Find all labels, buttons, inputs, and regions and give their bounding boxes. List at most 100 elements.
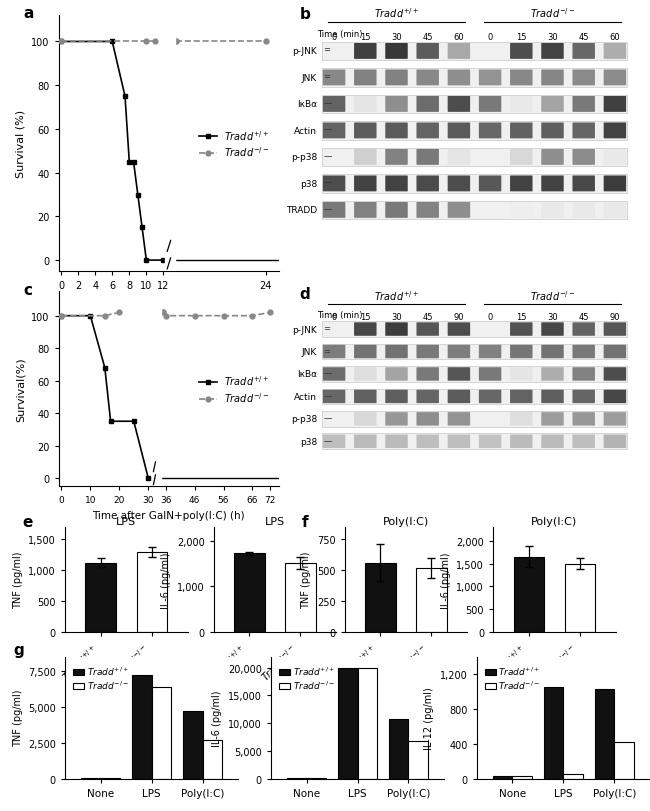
FancyBboxPatch shape [448,413,470,426]
FancyBboxPatch shape [573,435,595,448]
Bar [512,776,532,779]
FancyBboxPatch shape [541,123,564,139]
Bar [493,776,512,779]
FancyBboxPatch shape [417,123,439,139]
Text: p38: p38 [300,437,317,446]
FancyBboxPatch shape [385,44,408,60]
Bar [151,687,171,779]
FancyBboxPatch shape [510,413,532,426]
$Tradd^{-/-}$ [151,37,159,47]
Text: Actin: Actin [294,393,317,401]
Line: $Tradd^{+/+}$: $Tradd^{+/+}$ [59,314,151,481]
Bar [595,689,614,779]
FancyBboxPatch shape [573,390,595,404]
FancyBboxPatch shape [510,150,532,165]
FancyBboxPatch shape [354,435,376,448]
Bar [322,148,627,167]
Bar [203,740,222,779]
Text: 15: 15 [360,32,370,42]
FancyBboxPatch shape [385,413,408,426]
$Tradd^{+/+}$ [144,474,152,483]
FancyBboxPatch shape [354,390,376,404]
FancyBboxPatch shape [448,345,470,358]
FancyBboxPatch shape [448,390,470,404]
Text: 45: 45 [578,313,589,322]
FancyBboxPatch shape [510,123,532,139]
FancyBboxPatch shape [541,323,564,337]
FancyBboxPatch shape [604,435,626,448]
FancyBboxPatch shape [354,203,376,219]
$Tradd^{+/+}$ [125,157,133,167]
FancyBboxPatch shape [604,390,626,404]
FancyBboxPatch shape [479,97,501,113]
Text: 60: 60 [610,32,620,42]
$Tradd^{+/+}$ [130,417,138,427]
Text: —: — [323,99,332,108]
FancyBboxPatch shape [510,44,532,60]
FancyBboxPatch shape [510,435,532,448]
FancyBboxPatch shape [448,71,470,86]
FancyBboxPatch shape [354,345,376,358]
FancyBboxPatch shape [417,150,439,165]
$Tradd^{+/+}$ [101,363,109,373]
Text: $Tradd^{+/+}$: $Tradd^{+/+}$ [374,289,419,303]
FancyBboxPatch shape [604,97,626,113]
FancyBboxPatch shape [573,367,595,381]
FancyBboxPatch shape [573,413,595,426]
Bar [183,711,203,779]
FancyBboxPatch shape [541,390,564,404]
Text: —: — [323,391,332,401]
Y-axis label: Survival(%): Survival(%) [16,357,25,422]
Text: 90: 90 [610,313,620,322]
$Tradd^{-/-}$ [101,311,109,321]
FancyBboxPatch shape [541,44,564,60]
Legend: $Tradd^{+/+}$, $Tradd^{-/-}$: $Tradd^{+/+}$, $Tradd^{-/-}$ [276,662,338,695]
FancyBboxPatch shape [604,176,626,192]
Line: $Tradd^{-/-}$: $Tradd^{-/-}$ [58,40,157,45]
FancyBboxPatch shape [510,71,532,86]
Text: Actin: Actin [294,127,317,135]
Text: —: — [323,178,332,187]
Text: Time (min): Time (min) [317,30,363,39]
Bar [322,322,627,337]
Bar [358,668,377,779]
Bar [322,122,627,140]
FancyBboxPatch shape [541,150,564,165]
Text: p-JNK: p-JNK [292,47,317,56]
FancyBboxPatch shape [385,345,408,358]
FancyBboxPatch shape [573,150,595,165]
FancyBboxPatch shape [448,203,470,219]
Y-axis label: IL-6 (pg/ml): IL-6 (pg/ml) [161,551,171,608]
FancyBboxPatch shape [354,413,376,426]
FancyBboxPatch shape [510,323,532,337]
FancyBboxPatch shape [354,44,376,60]
Text: b: b [300,7,311,22]
Text: —: — [323,205,332,214]
FancyBboxPatch shape [323,203,345,219]
Line: $Tradd^{-/-}$: $Tradd^{-/-}$ [59,311,122,319]
FancyBboxPatch shape [417,71,439,86]
FancyBboxPatch shape [541,176,564,192]
Bar [564,775,582,779]
FancyBboxPatch shape [385,71,408,86]
Text: 45: 45 [422,32,433,42]
Bar [285,563,316,633]
FancyBboxPatch shape [448,176,470,192]
Bar [234,554,265,633]
FancyBboxPatch shape [323,97,345,113]
FancyBboxPatch shape [385,435,408,448]
Text: p-p38: p-p38 [291,153,317,162]
Y-axis label: Survival (%): Survival (%) [16,110,25,178]
FancyBboxPatch shape [385,150,408,165]
Bar [416,568,447,633]
Y-axis label: IL-6 (pg/ml): IL-6 (pg/ml) [213,689,222,746]
FancyBboxPatch shape [385,203,408,219]
$Tradd^{+/+}$ [57,311,65,321]
FancyBboxPatch shape [323,435,345,448]
FancyBboxPatch shape [479,345,501,358]
Bar [544,688,564,779]
Bar [565,564,595,633]
Bar [322,43,627,61]
Y-axis label: TNF (pg/ml): TNF (pg/ml) [12,689,23,746]
FancyBboxPatch shape [323,123,345,139]
